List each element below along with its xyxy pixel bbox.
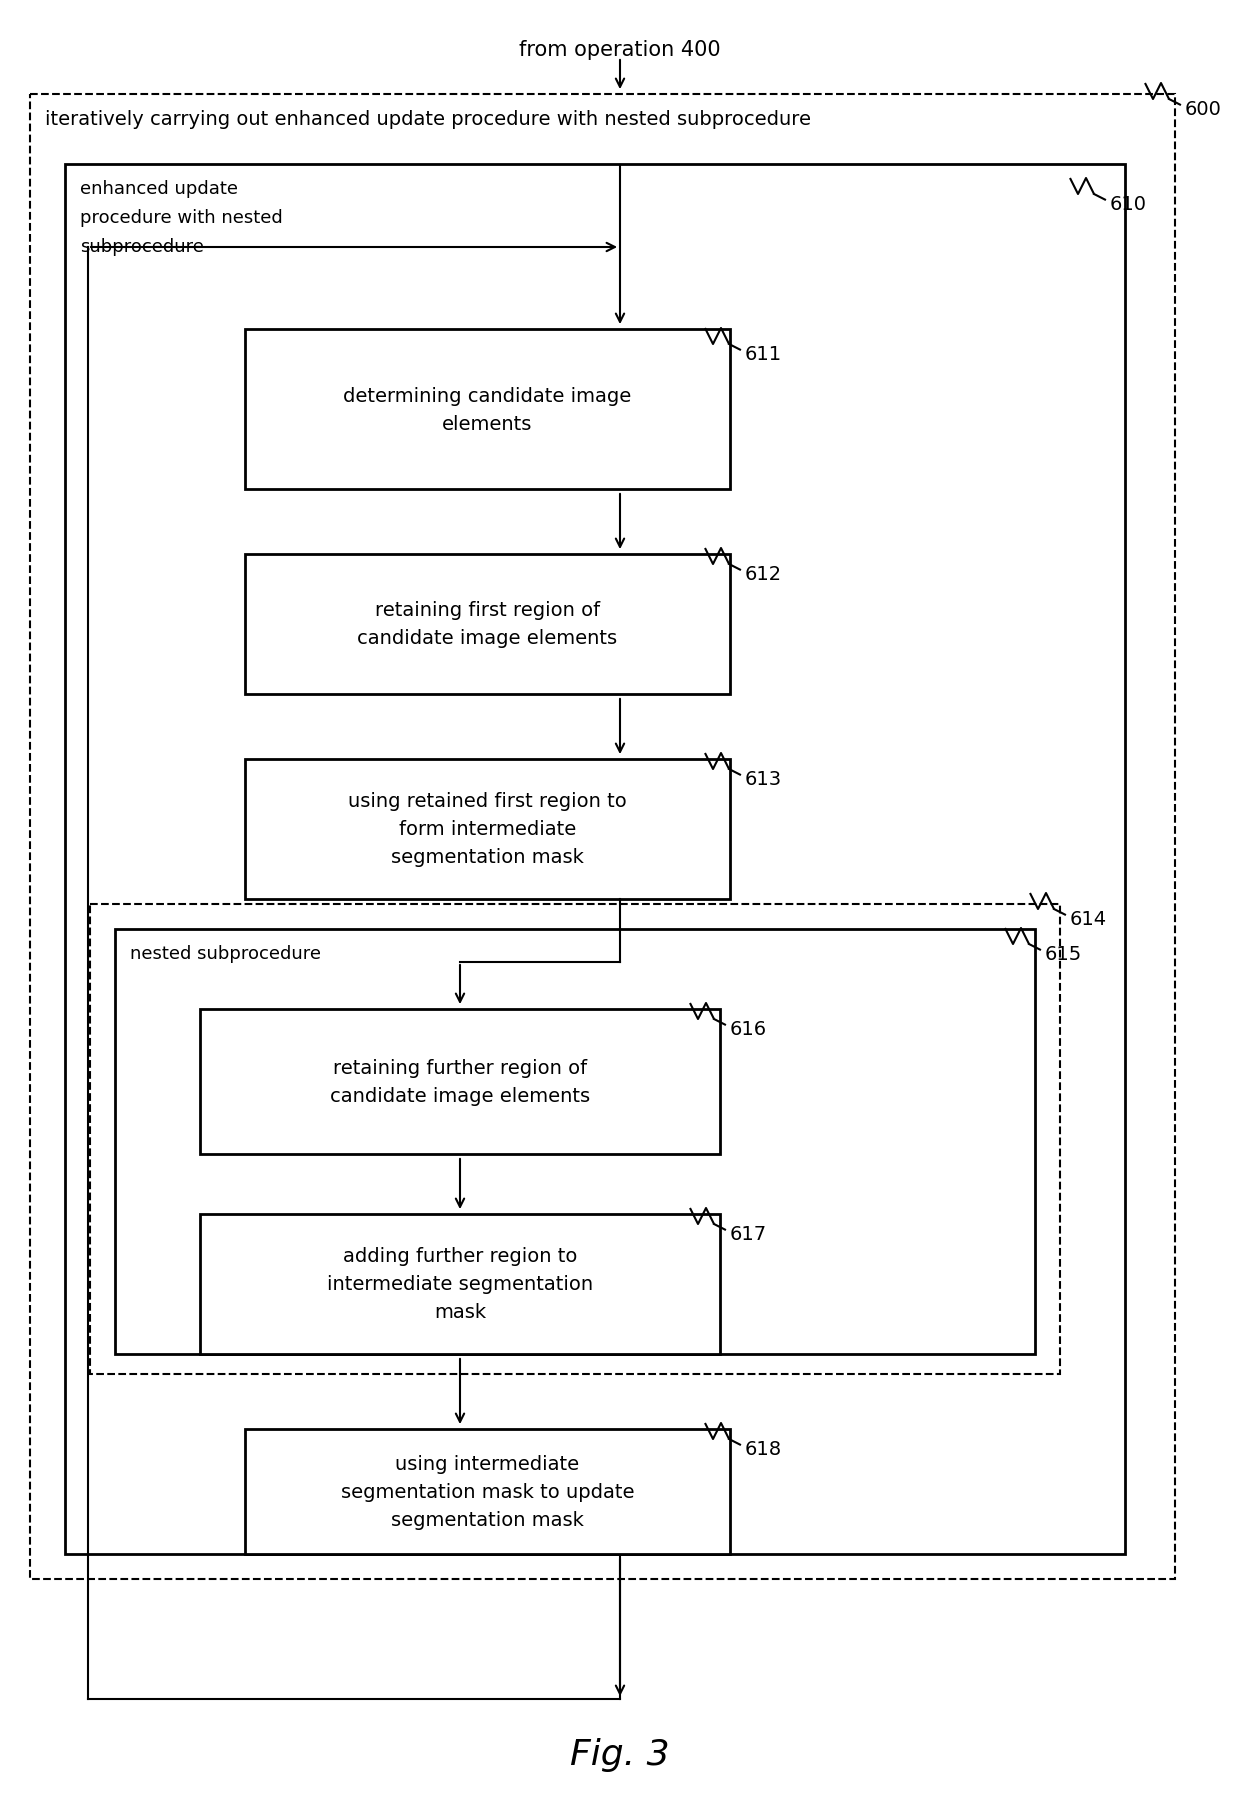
Text: Fig. 3: Fig. 3 — [570, 1737, 670, 1771]
Bar — [115, 929, 1035, 1353]
Text: 614: 614 — [1070, 909, 1107, 929]
Text: adding further region to
intermediate segmentation
mask: adding further region to intermediate se… — [327, 1247, 593, 1321]
Bar — [64, 164, 1125, 1554]
Text: 610: 610 — [1110, 195, 1147, 213]
Text: iteratively carrying out enhanced update procedure with nested subprocedure: iteratively carrying out enhanced update… — [45, 110, 811, 128]
Text: nested subprocedure: nested subprocedure — [130, 945, 321, 963]
Text: 600: 600 — [1185, 99, 1221, 119]
Text: determining candidate image
elements: determining candidate image elements — [343, 387, 631, 434]
Text: from operation 400: from operation 400 — [520, 40, 720, 60]
Bar — [200, 1010, 720, 1155]
Text: retaining further region of
candidate image elements: retaining further region of candidate im… — [330, 1059, 590, 1106]
Bar — [246, 759, 730, 900]
Bar — [200, 1214, 720, 1353]
Text: 612: 612 — [745, 564, 782, 584]
Text: using retained first region to
form intermediate
segmentation mask: using retained first region to form inte… — [348, 791, 627, 867]
Bar — [246, 1429, 730, 1554]
Bar — [30, 96, 1176, 1579]
Text: enhanced update
procedure with nested
subprocedure: enhanced update procedure with nested su… — [81, 181, 283, 257]
Text: 617: 617 — [730, 1225, 768, 1243]
Text: 613: 613 — [745, 770, 782, 788]
Text: using intermediate
segmentation mask to update
segmentation mask: using intermediate segmentation mask to … — [341, 1455, 634, 1529]
Text: 618: 618 — [745, 1438, 782, 1458]
Bar — [91, 905, 1060, 1375]
Text: 611: 611 — [745, 345, 782, 363]
Text: 615: 615 — [1045, 945, 1083, 963]
Text: 616: 616 — [730, 1019, 768, 1039]
Bar — [246, 331, 730, 490]
Text: retaining first region of
candidate image elements: retaining first region of candidate imag… — [357, 602, 618, 649]
Bar — [246, 555, 730, 694]
